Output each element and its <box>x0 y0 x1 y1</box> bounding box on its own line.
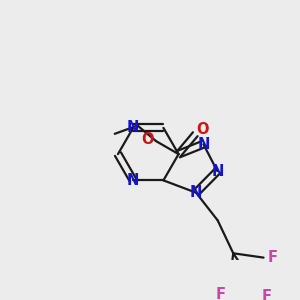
Text: F: F <box>267 250 277 265</box>
Text: O: O <box>196 122 208 137</box>
Text: N: N <box>197 137 210 152</box>
Text: N: N <box>211 164 224 178</box>
Text: F: F <box>261 289 271 300</box>
Text: N: N <box>190 185 202 200</box>
Text: N: N <box>127 120 139 135</box>
Text: O: O <box>141 132 154 147</box>
Text: F: F <box>215 287 225 300</box>
Text: N: N <box>127 173 139 188</box>
